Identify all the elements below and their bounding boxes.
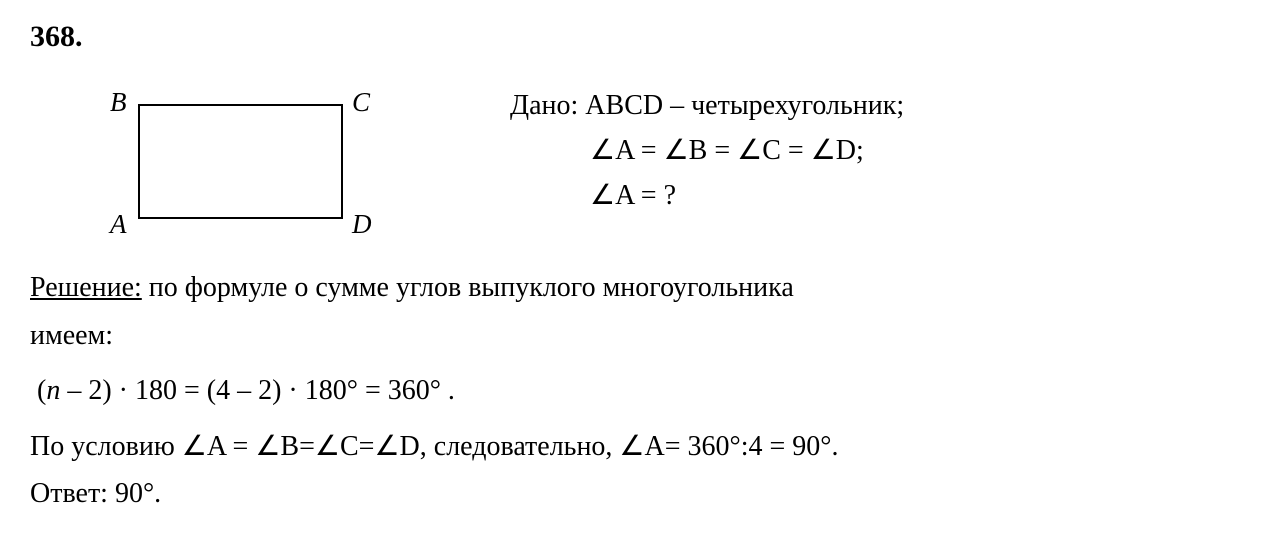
answer-label: Ответ: [30, 478, 115, 509]
solution-text-2: имеем: [30, 312, 1257, 360]
diagram: B C A D [110, 89, 370, 239]
formula-n: n [46, 375, 60, 406]
given-line-1: Дано: ABCD – четырехугольник; [510, 84, 1257, 129]
vertex-label-b: B [110, 87, 127, 118]
conclusion-line: По условию ∠A = ∠B=∠C=∠D, следовательно,… [30, 423, 1257, 471]
formula-line: (n – 2) · 180 = (4 – 2) · 180° = 360° . [30, 367, 1257, 415]
vertex-label-a: A [110, 209, 127, 240]
solution-block: Решение: по формуле о сумме углов выпукл… [30, 264, 1257, 518]
vertex-label-d: D [352, 209, 372, 240]
top-section: B C A D Дано: ABCD – четырехугольник; ∠A… [30, 84, 1257, 239]
solution-text-1: по формуле о сумме углов выпуклого много… [142, 272, 794, 303]
given-line-3: ∠A = ? [590, 174, 1257, 219]
solution-intro: Решение: по формуле о сумме углов выпукл… [30, 264, 1257, 312]
vertex-label-c: C [352, 87, 370, 118]
formula-paren: ( [37, 375, 46, 406]
formula-rest: – 2) · 180 = (4 – 2) · 180° = 360° . [60, 375, 455, 406]
answer-line: Ответ: 90°. [30, 470, 1257, 518]
solution-label: Решение: [30, 272, 142, 303]
problem-number: 368. [30, 20, 1257, 54]
given-main: ABCD – четырехугольник; [585, 90, 904, 121]
given-line-2: ∠A = ∠B = ∠C = ∠D; [590, 129, 1257, 174]
answer-value: 90°. [115, 478, 161, 509]
given-block: Дано: ABCD – четырехугольник; ∠A = ∠B = … [510, 84, 1257, 218]
given-prefix: Дано: [510, 90, 585, 121]
rectangle-shape [138, 104, 343, 219]
